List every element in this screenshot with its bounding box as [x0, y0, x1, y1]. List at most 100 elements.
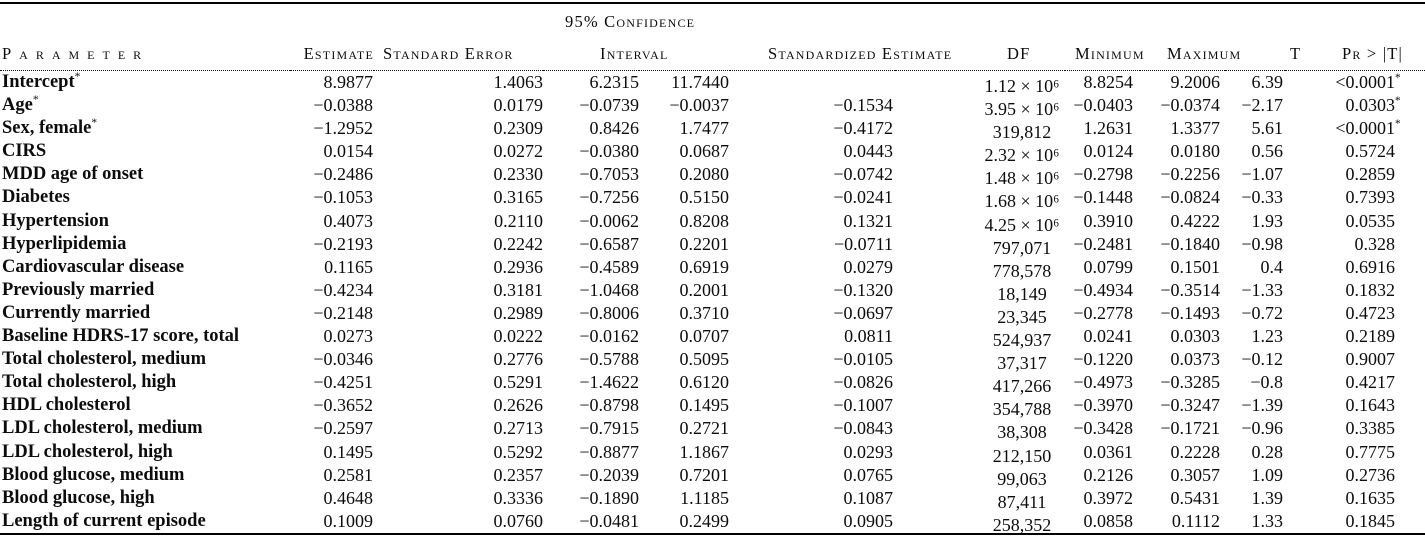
cell-estimate-value: −0.2597	[313, 418, 373, 439]
cell-df-value: 1.12 × 10⁶	[984, 76, 1060, 96]
cell-maximum-value: 0.2228	[1170, 441, 1221, 462]
cell-ci-upper: 0.8208	[639, 210, 730, 233]
header-spacer-right	[730, 3, 1425, 32]
cell-pr-value: 0.1643	[1345, 395, 1396, 416]
cell-ci-lower-value: −0.2039	[579, 464, 639, 485]
cell-pr-value: 0.6916	[1345, 256, 1396, 277]
cell-pr: 0.9007	[1285, 348, 1425, 371]
cell-df: 2.32 × 10⁶	[895, 140, 1065, 165]
cell-standardized-estimate: −0.4172	[730, 117, 895, 140]
cell-t: 1.39	[1225, 487, 1285, 510]
cell-parameter: Hypertension	[0, 210, 290, 233]
cell-ci-upper-value: 0.2499	[679, 510, 730, 531]
cell-standardized-estimate: 0.0279	[730, 256, 895, 279]
cell-minimum-value: 1.2631	[1083, 118, 1134, 139]
cell-std-error-value: 0.5291	[493, 372, 544, 393]
cell-df-value: 258,352	[992, 514, 1052, 535]
cell-maximum-value: 1.3377	[1170, 118, 1221, 139]
cell-standardized-estimate: 0.0905	[730, 510, 895, 534]
cell-ci-lower-value: −0.0162	[579, 326, 639, 347]
cell-ci-lower: −0.8877	[543, 441, 639, 464]
cell-ci-upper: 0.5095	[639, 348, 730, 371]
cell-parameter-value: Cardiovascular disease	[2, 256, 185, 277]
cell-std-error: 0.3336	[374, 487, 544, 510]
cell-std-error-value: 0.0179	[493, 95, 544, 116]
cell-maximum-value: −0.1721	[1160, 418, 1220, 439]
cell-pr: 0.1643	[1285, 394, 1425, 417]
cell-maximum-value: −0.0824	[1160, 187, 1220, 208]
cell-t-value: 1.93	[1251, 210, 1284, 231]
cell-estimate-value: 0.4073	[323, 210, 374, 231]
cell-maximum: −0.1721	[1140, 417, 1225, 440]
cell-ci-upper: 0.2499	[639, 510, 730, 534]
cell-df-value: 2.32 × 10⁶	[984, 145, 1060, 166]
cell-maximum: −0.3285	[1140, 371, 1225, 394]
cell-pr-value: 0.4723	[1345, 302, 1396, 323]
cell-minimum-value: −0.2481	[1073, 233, 1133, 254]
cell-parameter-value: Blood glucose, high	[2, 487, 155, 508]
table-row: Diabetes −0.1053 0.3165 −0.7256 0.5150 −0.024…	[0, 186, 1425, 211]
cell-pr: 0.7775	[1285, 441, 1425, 464]
cell-minimum: 0.0124	[1065, 140, 1140, 163]
cell-maximum: 0.0373	[1140, 348, 1225, 371]
cell-ci-lower-value: −0.5788	[579, 349, 639, 370]
cell-maximum-value: 0.0373	[1170, 349, 1221, 370]
cell-pr: <0.0001*	[1335, 72, 1401, 92]
cell-minimum-value: 0.0124	[1083, 141, 1134, 162]
significance-asterisk: *	[91, 117, 98, 130]
cell-maximum: −0.2256	[1140, 163, 1225, 186]
cell-standardized-estimate: −0.0742	[730, 163, 895, 186]
ci-group-header-cell: 95% Confidence	[543, 3, 730, 32]
cell-ci-upper: 0.2001	[639, 279, 730, 302]
cell-parameter: CIRS	[0, 140, 290, 163]
cell-parameter-value: Previously married	[2, 279, 155, 300]
cell-standardized-estimate: −0.0105	[730, 348, 895, 371]
cell-ci-lower-value: −0.8877	[579, 441, 639, 462]
cell-ci-lower-value: −0.7256	[579, 187, 639, 208]
cell-parameter: Blood glucose, high	[0, 487, 290, 510]
cell-ci-upper-value: 0.8208	[679, 210, 730, 231]
cell-maximum-value: 0.4222	[1170, 210, 1221, 231]
cell-std-error-value: 0.2936	[493, 256, 544, 277]
cell-minimum-value: 8.8254	[1083, 72, 1134, 92]
cell-minimum: −0.0403	[1065, 94, 1140, 117]
col-header-df: DF	[1007, 44, 1031, 63]
cell-ci-lower: −0.0739	[543, 94, 639, 117]
cell-ci-lower: 6.2315	[543, 71, 640, 95]
cell-std-error-value: 0.2626	[493, 395, 544, 416]
cell-estimate-value: 0.1165	[324, 256, 373, 277]
cell-parameter: Previously married	[0, 279, 290, 302]
col-header-standardized-estimate-cell: Standardized Estimate	[730, 32, 951, 71]
cell-ci-lower-value: −0.8006	[579, 302, 639, 323]
cell-maximum-value: 0.1112	[1171, 510, 1220, 531]
col-header-pr: Pr > |T|	[1341, 44, 1403, 63]
cell-pr: 0.7393	[1285, 186, 1425, 209]
cell-df-value: 319,812	[992, 122, 1052, 143]
cell-df: 23,345	[895, 302, 1065, 327]
cell-pr: 0.5724	[1285, 140, 1425, 163]
cell-t-value: 0.28	[1251, 441, 1284, 462]
table-row: Hyperlipidemia −0.2193 0.2242 −0.6587 0.2201…	[0, 233, 1425, 258]
cell-std-error: 0.0222	[374, 325, 544, 348]
cell-df-value: 4.25 × 10⁶	[984, 214, 1060, 235]
cell-df: 354,788	[895, 394, 1065, 419]
cell-standardized-estimate-value: 0.1087	[843, 487, 894, 508]
cell-minimum-value: 0.0361	[1083, 441, 1134, 462]
cell-t-value: −2.17	[1241, 95, 1283, 116]
cell-df: 319,812	[895, 117, 1065, 142]
table-row: Age* −0.0388 0.0179 −0.0739 −0.0037 −0.1534 3.…	[0, 94, 1425, 119]
cell-standardized-estimate: −0.0711	[730, 233, 895, 256]
cell-std-error-value: 0.2713	[493, 418, 544, 439]
cell-pr-value: 0.1845	[1345, 510, 1396, 531]
cell-pr-value: 0.4217	[1345, 372, 1396, 393]
cell-maximum-value: 0.5431	[1170, 487, 1221, 508]
cell-minimum: 8.8254	[1065, 71, 1140, 95]
cell-estimate-value: −0.4251	[313, 372, 373, 393]
cell-ci-lower: −0.0162	[543, 325, 639, 348]
cell-minimum-value: 0.0799	[1083, 256, 1134, 277]
cell-maximum-value: 9.2006	[1170, 72, 1221, 92]
cell-ci-upper: 0.7201	[639, 464, 730, 487]
cell-std-error: 0.2357	[374, 464, 544, 487]
cell-std-error-value: 0.2309	[493, 118, 544, 139]
col-header-minimum: Minimum	[1075, 44, 1145, 63]
